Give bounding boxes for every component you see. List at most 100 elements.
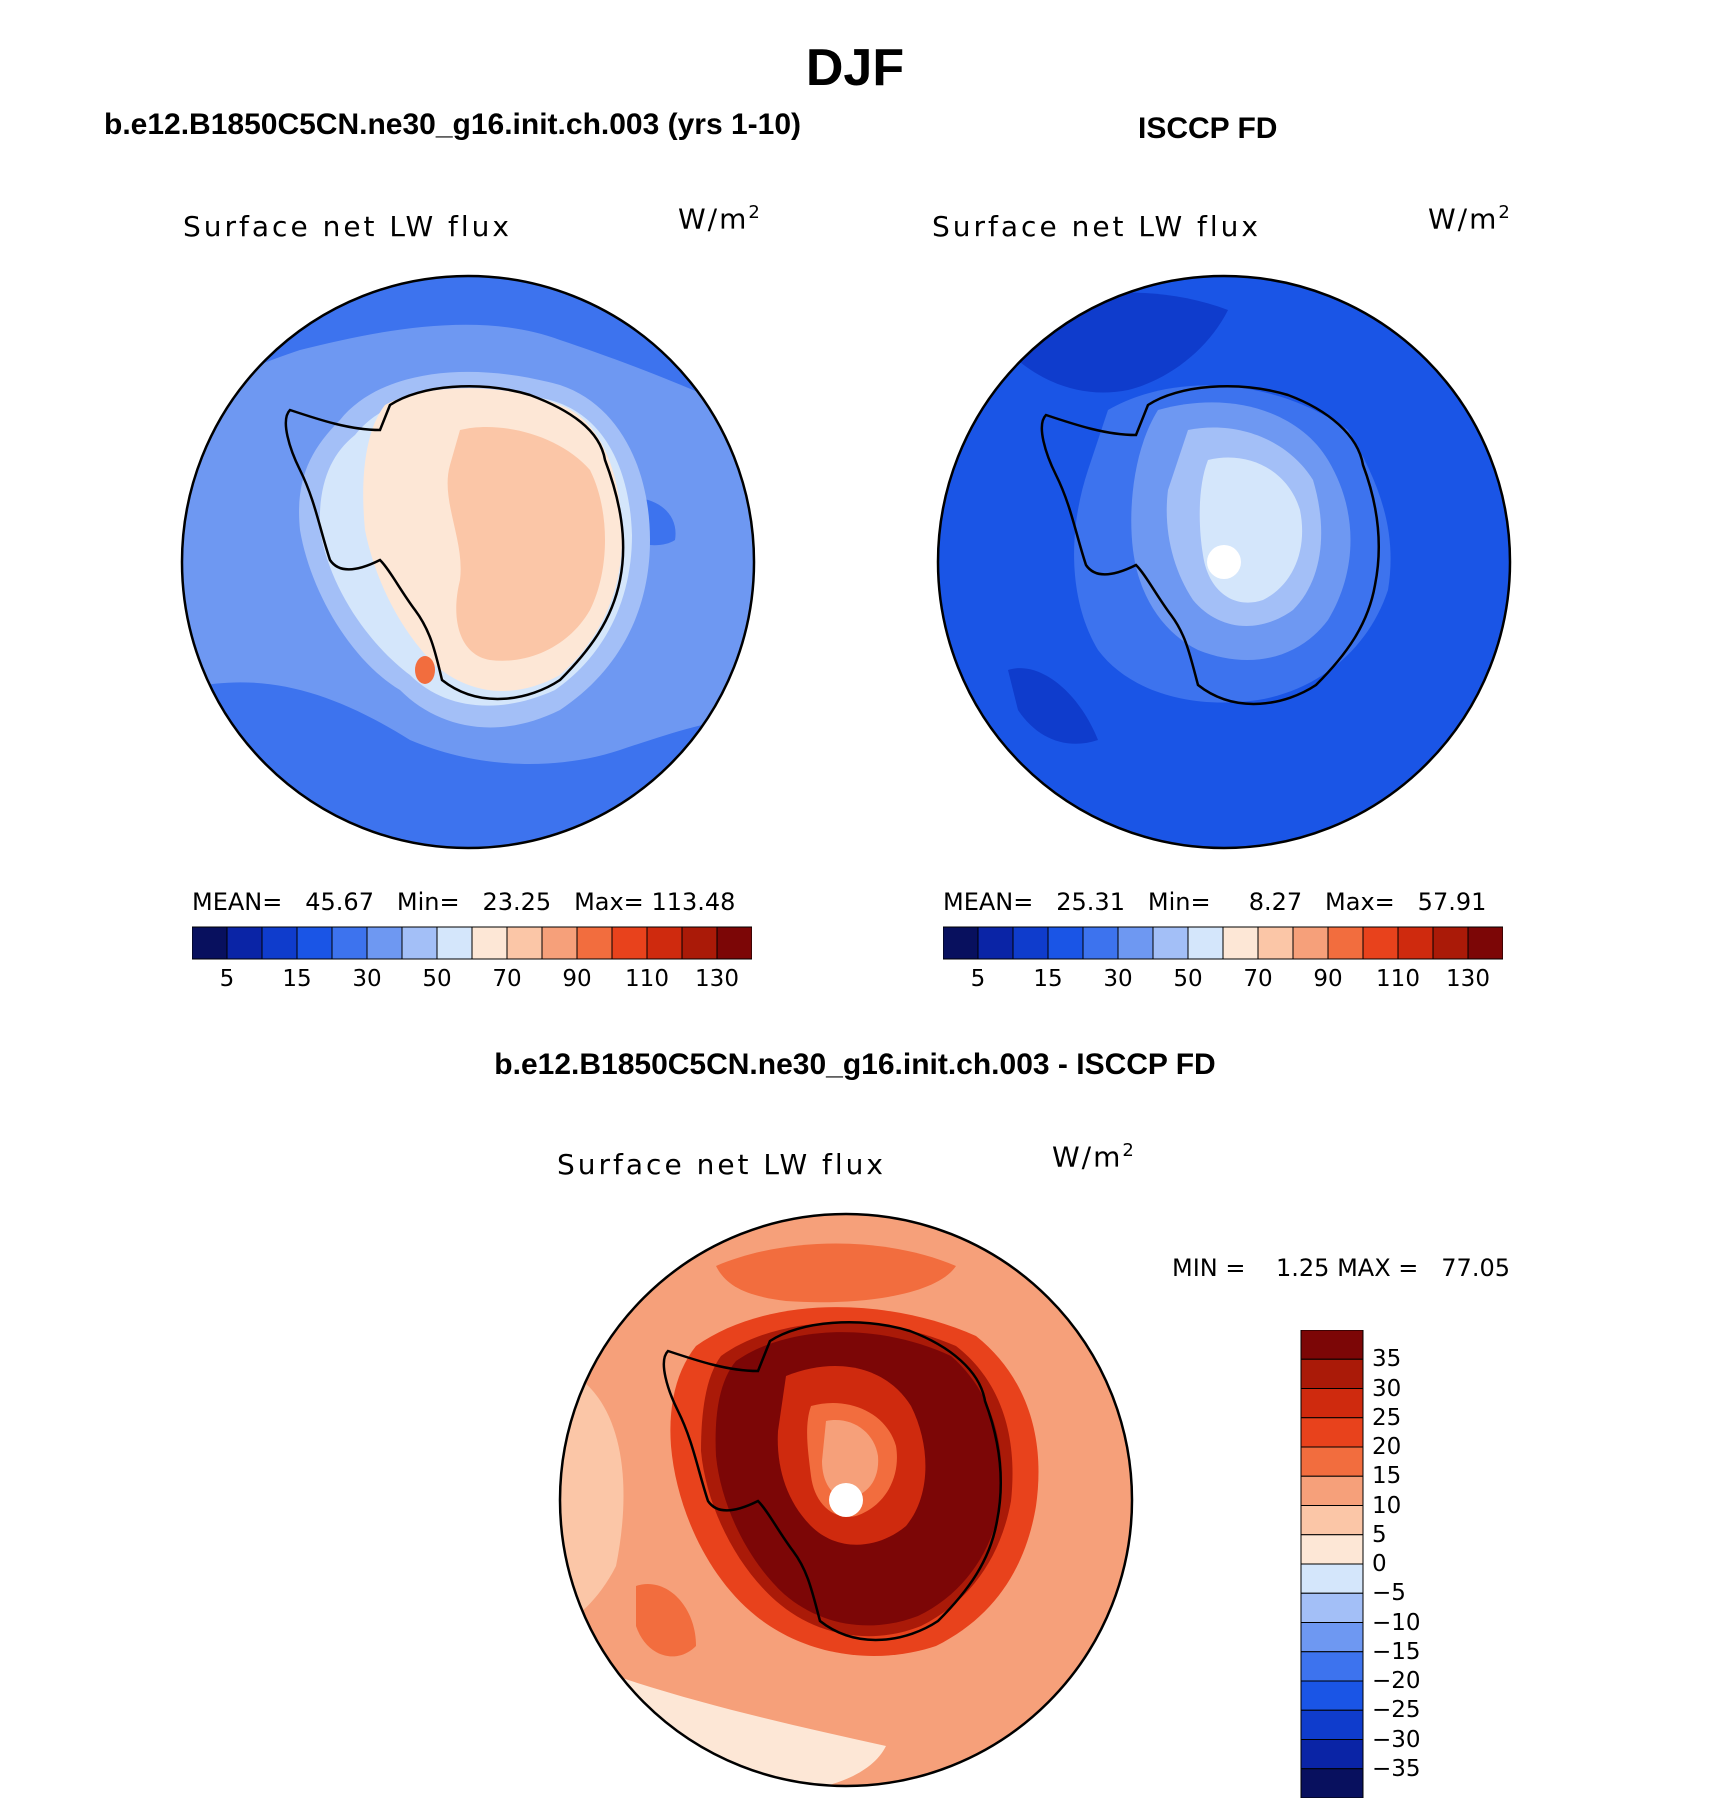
diff-colorbar-tick-label: −20 — [1372, 1668, 1421, 1694]
obs-polar-map — [936, 274, 1512, 850]
obs-coastline — [1040, 385, 1381, 706]
model-region-interior — [447, 426, 605, 661]
obs-colorbar-swatch — [1082, 926, 1119, 960]
model-colorbar-swatch — [296, 926, 333, 960]
model-colorbar-tick-label: 15 — [282, 966, 312, 992]
model-variable-label: Surface net LW flux — [183, 210, 512, 243]
diff-colorbar-tick-label: −35 — [1372, 1755, 1421, 1782]
diff-colorbar-swatch — [1300, 1680, 1364, 1711]
obs-units: W/m2 — [1428, 202, 1512, 236]
model-colorbar-tick-label: 110 — [625, 966, 669, 992]
diff-colorbar-tick-label: −15 — [1372, 1638, 1421, 1665]
diff-colorbar-tick-label: 30 — [1372, 1375, 1402, 1402]
diff-variable-label: Surface net LW flux — [557, 1148, 886, 1181]
diff-colorbar-swatch — [1300, 1388, 1364, 1419]
model-map-border — [180, 274, 756, 850]
diff-colorbar-swatch — [1300, 1446, 1364, 1477]
diff-colorbar-swatch — [1300, 1505, 1364, 1536]
model-colorbar-swatch — [471, 926, 508, 960]
model-colorbar-swatch — [541, 926, 578, 960]
obs-colorbar-swatch — [1012, 926, 1049, 960]
diff-colorbar-swatch — [1300, 1563, 1364, 1594]
diff-colorbar-swatch — [1300, 1651, 1364, 1682]
obs-colorbar — [943, 926, 1503, 960]
obs-colorbar-swatch — [1187, 926, 1224, 960]
model-colorbar-swatch — [716, 926, 752, 960]
obs-colorbar-tick-label: 110 — [1376, 966, 1420, 992]
model-colorbar-swatch — [192, 926, 228, 960]
diff-region-west — [560, 1366, 624, 1626]
diff-colorbar-tick-label: −10 — [1372, 1609, 1421, 1636]
diff-colorbar-swatch — [1300, 1475, 1364, 1506]
obs-colorbar-swatch — [943, 926, 979, 960]
obs-colorbar-swatch — [1047, 926, 1084, 960]
diff-colorbar-swatch — [1300, 1330, 1364, 1360]
diff-colorbar-swatch — [1300, 1622, 1364, 1653]
diff-colorbar-tick-label: 25 — [1372, 1404, 1402, 1431]
obs-variable-label: Surface net LW flux — [932, 210, 1261, 243]
diff-colorbar — [1300, 1330, 1364, 1798]
model-region-hotspot — [415, 656, 435, 684]
diff-panel-title: b.e12.B1850C5CN.ne30_g16.init.ch.003 - I… — [494, 1048, 1216, 1081]
model-colorbar-tick-label: 30 — [352, 966, 382, 992]
model-colorbar-tick-label: 70 — [492, 966, 522, 992]
diff-region-patch — [636, 1584, 696, 1657]
figure-title: DJF — [805, 39, 905, 97]
model-stats: MEAN= 45.67 Min= 23.25 Max= 113.48 — [192, 888, 736, 916]
diff-colorbar-tick-label: −5 — [1372, 1580, 1406, 1607]
diff-colorbar-tick-label: 15 — [1372, 1463, 1402, 1490]
obs-colorbar-swatch — [1152, 926, 1189, 960]
diff-colorbar-tick-label: 5 — [1372, 1521, 1387, 1548]
obs-colorbar-swatch — [1362, 926, 1399, 960]
obs-colorbar-swatch — [1467, 926, 1503, 960]
obs-colorbar-swatch — [1117, 926, 1154, 960]
obs-colorbar-tick-label: 30 — [1103, 966, 1133, 992]
model-colorbar-swatch — [681, 926, 718, 960]
model-colorbar — [192, 926, 752, 960]
model-coastline — [284, 385, 625, 701]
model-colorbar-swatch — [261, 926, 298, 960]
model-colorbar-swatch — [506, 926, 543, 960]
obs-region-southwest — [1008, 668, 1098, 744]
model-colorbar-ticks: 5 15 30 50 70 90 110 130 — [192, 966, 752, 996]
diff-pole-mask — [829, 1483, 863, 1517]
obs-colorbar-tick-label: 130 — [1446, 966, 1490, 992]
diff-units: W/m2 — [1052, 1140, 1136, 1174]
model-colorbar-swatch — [401, 926, 438, 960]
obs-colorbar-swatch — [1432, 926, 1469, 960]
obs-colorbar-swatch — [1222, 926, 1259, 960]
diff-colorbar-swatch — [1300, 1534, 1364, 1565]
diff-region-north — [716, 1243, 956, 1303]
model-colorbar-swatch — [331, 926, 368, 960]
obs-colorbar-swatch — [1397, 926, 1434, 960]
obs-panel-title: ISCCP FD — [1138, 112, 1278, 145]
diff-polar-map — [558, 1212, 1134, 1788]
obs-colorbar-swatch — [1292, 926, 1329, 960]
model-colorbar-swatch — [611, 926, 648, 960]
diff-colorbar-tick-label: −30 — [1372, 1726, 1421, 1753]
diff-colorbar-tick-label: 0 — [1372, 1551, 1387, 1577]
diff-colorbar-tick-label: 35 — [1372, 1346, 1402, 1373]
obs-map-border — [936, 274, 1512, 850]
diff-colorbar-tick-label: 20 — [1372, 1434, 1402, 1460]
diff-colorbar-tick-label: −25 — [1372, 1697, 1421, 1724]
model-colorbar-swatch — [226, 926, 263, 960]
diff-region-core — [822, 1420, 879, 1498]
obs-pole-mask — [1207, 545, 1241, 579]
obs-colorbar-tick-label: 50 — [1173, 966, 1203, 992]
diff-map-border — [558, 1212, 1134, 1788]
diff-colorbar-ticks: 35 30 25 20 15 10 5 0 −5 −10 −15 −20 −25 −30 −35 — [1372, 1330, 1452, 1798]
model-colorbar-swatch — [436, 926, 473, 960]
model-colorbar-swatch — [366, 926, 403, 960]
model-colorbar-tick-label: 90 — [562, 966, 592, 992]
obs-colorbar-tick-label: 90 — [1313, 966, 1343, 992]
diff-colorbar-tick-label: 10 — [1372, 1492, 1402, 1519]
model-panel-title: b.e12.B1850C5CN.ne30_g16.init.ch.003 (yr… — [104, 108, 802, 141]
diff-colorbar-swatch — [1300, 1592, 1364, 1623]
obs-colorbar-ticks: 5 15 30 50 70 90 110 130 — [943, 966, 1503, 996]
model-units: W/m2 — [678, 202, 762, 236]
diff-coastline — [662, 1321, 1003, 1642]
model-colorbar-tick-label: 130 — [695, 966, 739, 992]
diff-colorbar-swatch — [1300, 1739, 1364, 1770]
model-colorbar-swatch — [646, 926, 683, 960]
